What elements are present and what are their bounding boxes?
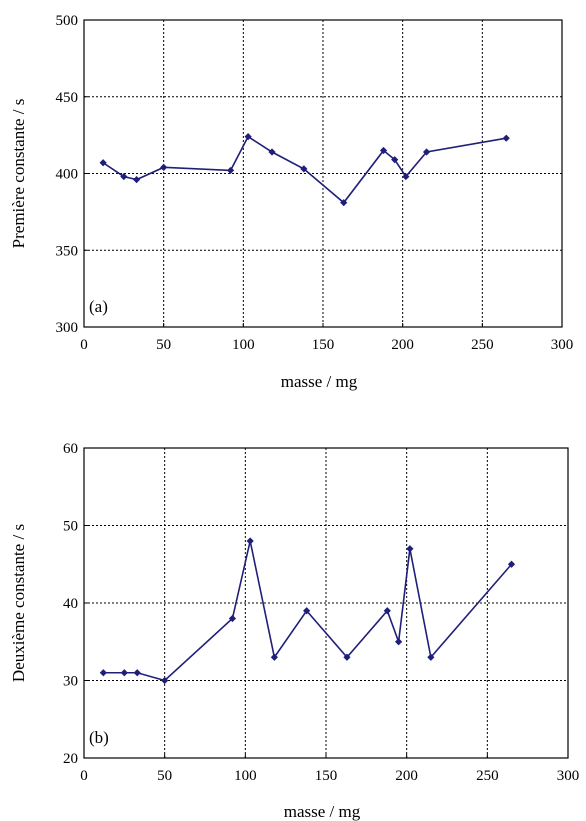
chart-a-x-tick-label: 0 [80, 337, 88, 353]
chart-b-x-tick-label: 50 [157, 768, 172, 784]
chart-a-x-tick-label: 300 [551, 337, 574, 353]
panel-a-label: (a) [89, 297, 108, 316]
chart-a-data-point [379, 146, 388, 155]
chart-b-y-tick-label: 50 [63, 519, 78, 535]
chart-b-grid [84, 448, 568, 758]
chart-a-x-tick-label: 150 [312, 337, 335, 353]
chart-b-data-point [395, 638, 403, 646]
chart-a-x-tick-label: 200 [391, 337, 414, 353]
chart-b-x-tick-label: 250 [476, 768, 499, 784]
chart-a-x-tick-label: 250 [471, 337, 494, 353]
chart-a-x-tick-label: 100 [232, 337, 255, 353]
chart-b-y-tick-label: 20 [63, 751, 78, 767]
chart-a-y-tick-label: 450 [56, 90, 79, 106]
chart-b-series-line [103, 540, 513, 682]
chart-b-x-tick-label: 150 [315, 768, 338, 784]
chart-a-data-point [120, 172, 128, 181]
chart-a-data-point [422, 148, 431, 156]
chart-a-x-axis-label: masse / mg [281, 372, 358, 391]
chart-a-y-tick-label: 500 [56, 13, 79, 29]
chart-b-data-point [120, 669, 128, 677]
chart-a-data-point [132, 176, 141, 184]
chart-a-data-point [268, 148, 276, 156]
chart-b-y-tick-label: 40 [63, 596, 78, 612]
chart-a-data-point [502, 134, 510, 142]
chart-a-y-tick-label: 300 [56, 320, 79, 336]
chart-b-y-tick-label: 30 [63, 674, 78, 690]
chart-a-data-point [391, 156, 399, 164]
chart-b-y-tick-label: 60 [63, 441, 78, 457]
chart-a-y-axis-label: Première constante / s [9, 99, 28, 249]
chart-a-series-line [102, 135, 507, 204]
chart-b-data-point [133, 669, 141, 677]
chart-b: (b) masse / mg Deuxième constante / s 0 5… [9, 441, 579, 821]
chart-b-data-point [507, 560, 516, 568]
chart-b-y-axis-label: Deuxième constante / s [9, 524, 28, 682]
chart-b-data-point [427, 653, 435, 661]
chart-b-data-point [99, 669, 107, 677]
chart-a-grid [84, 20, 562, 327]
chart-a-data-point [160, 163, 168, 171]
chart-a-data-point [402, 172, 410, 181]
chart-b-x-tick-label: 0 [80, 768, 88, 784]
chart-a-data-point [300, 165, 308, 173]
chart-b-data-point [406, 545, 414, 553]
chart-a-data-point [244, 133, 252, 141]
chart-b-data-point [383, 607, 391, 615]
chart-a-y-tick-label: 400 [56, 167, 79, 183]
chart-b-x-tick-label: 100 [234, 768, 257, 784]
chart-b-data-point [270, 653, 278, 661]
chart-b-data-point [228, 614, 237, 623]
panel-b-label: (b) [89, 728, 109, 747]
chart-a-data-point [340, 199, 348, 207]
chart-b-x-axis-label: masse / mg [284, 802, 361, 821]
chart-b-data-point [343, 653, 351, 661]
chart-a: (a) masse / mg Première constante / s 0 5… [9, 13, 573, 391]
chart-a-x-tick-label: 50 [156, 337, 171, 353]
chart-a-data-point [226, 166, 235, 175]
chart-b-data-point [161, 676, 169, 685]
chart-a-y-tick-label: 350 [56, 243, 79, 259]
chart-a-data-point [99, 159, 107, 167]
chart-b-data-point [303, 607, 311, 615]
chart-b-x-tick-label: 200 [395, 768, 418, 784]
chart-b-x-tick-label: 300 [557, 768, 580, 784]
chart-b-data-point [246, 537, 254, 545]
